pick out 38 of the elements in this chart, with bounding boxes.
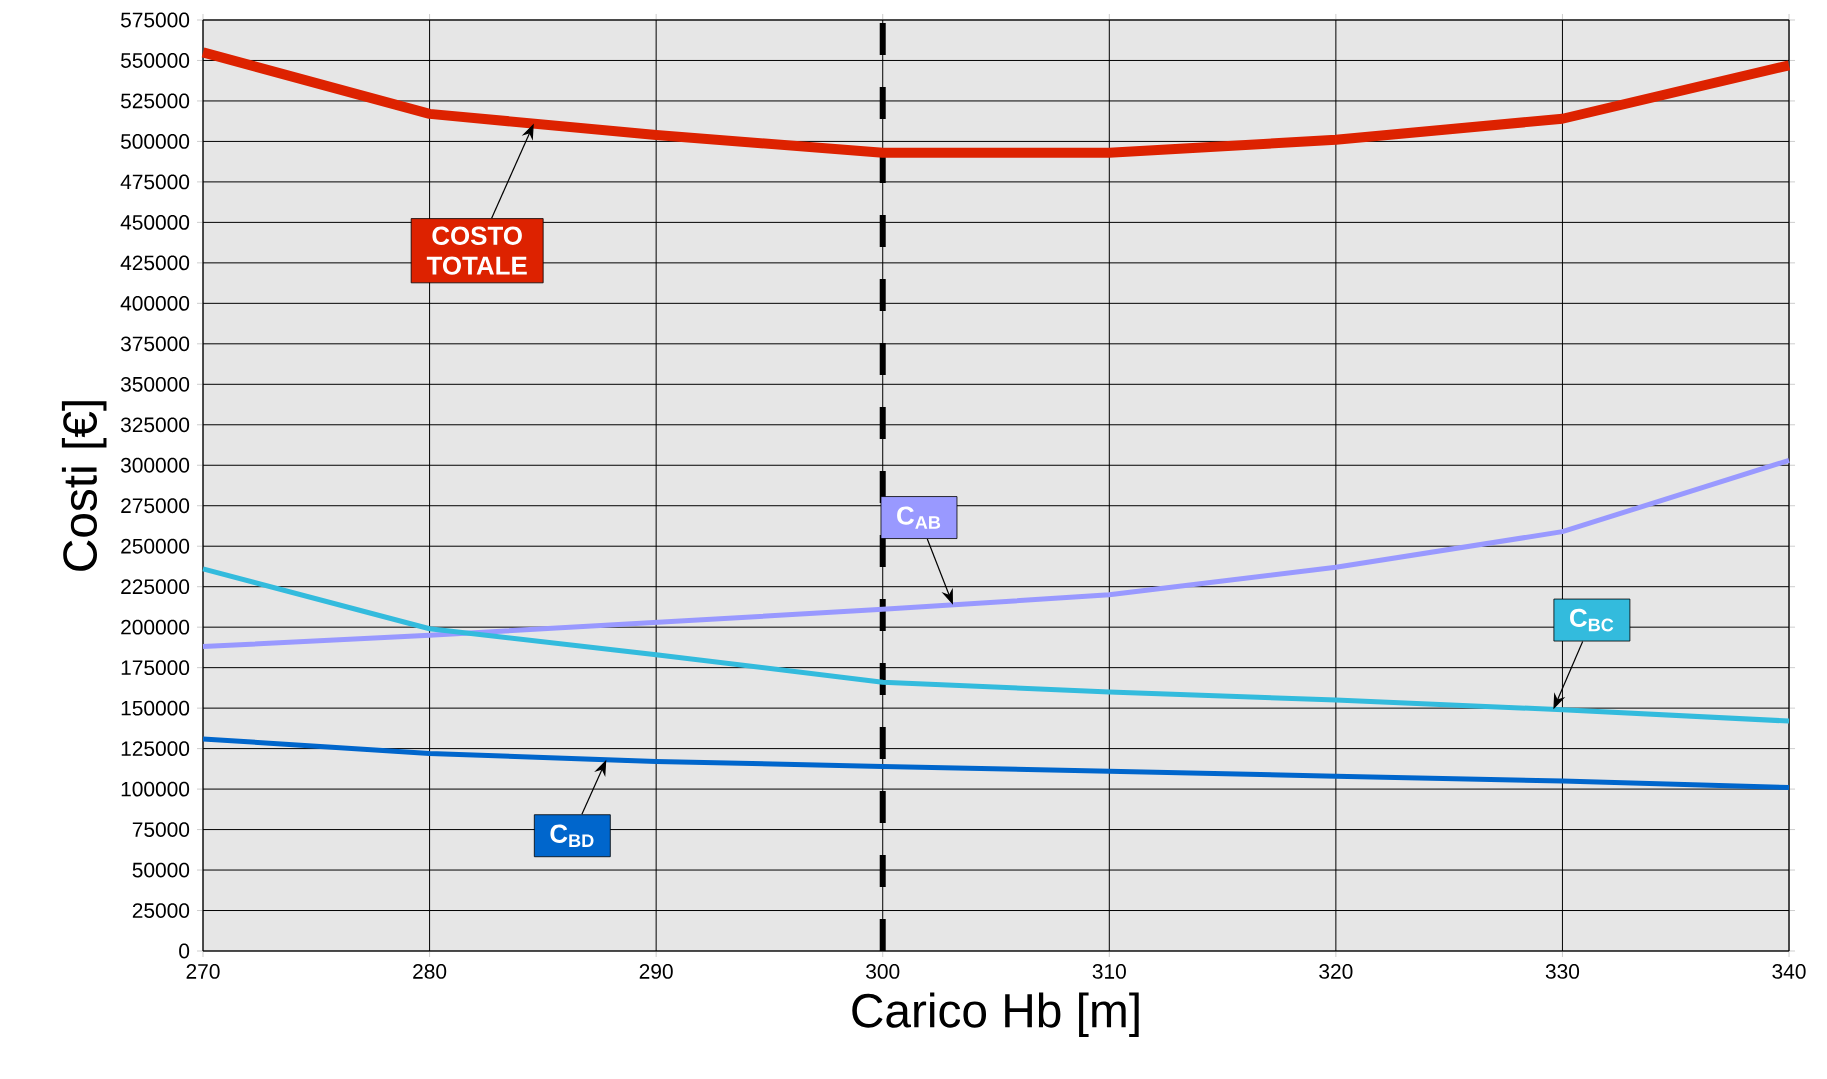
x-tick-label: 310 xyxy=(1092,964,1126,979)
x-axis-title: Carico Hb [m] xyxy=(852,992,1139,1038)
y-tick-label: 575000 xyxy=(120,12,190,28)
y-axis-title: Costi [€] xyxy=(61,401,107,571)
y-tick-label: 300000 xyxy=(120,457,190,473)
y-tick-label: 0 xyxy=(179,943,190,959)
y-tick-label: 350000 xyxy=(120,376,190,392)
y-tick-label: 125000 xyxy=(121,741,190,757)
y-tick-label: 25000 xyxy=(132,903,190,918)
y-tick-label: 275000 xyxy=(121,498,190,514)
x-tick-label: 330 xyxy=(1545,964,1580,979)
y-tick-label: 450000 xyxy=(120,214,190,230)
text: COSTO TOTALE xyxy=(426,226,527,275)
y-tick-label: 250000 xyxy=(121,538,190,554)
y-tick-label: 200000 xyxy=(121,619,190,635)
y-tick-label: 100000 xyxy=(121,781,190,797)
y-tick-label: 375000 xyxy=(120,336,190,352)
x-tick-label: 290 xyxy=(639,964,673,979)
y-tick-label: 400000 xyxy=(120,295,190,311)
x-tick-label: 270 xyxy=(186,964,220,979)
y-tick-label: 425000 xyxy=(120,255,190,271)
y-tick-label: 75000 xyxy=(132,822,190,837)
y-tick-label: 550000 xyxy=(120,53,190,68)
text: C$_{BC}$ xyxy=(1570,608,1614,632)
y-tick-label: 525000 xyxy=(120,93,190,109)
x-tick-label: 300 xyxy=(866,964,900,979)
y-tick-label: 50000 xyxy=(132,862,190,878)
x-tick-label: 320 xyxy=(1319,964,1353,979)
text: C$_{AB}$ xyxy=(897,506,941,529)
y-tick-label: 175000 xyxy=(121,660,190,676)
x-tick-label: 340 xyxy=(1772,964,1806,979)
text: C$_{BD}$ xyxy=(550,824,594,847)
x-tick-label: 280 xyxy=(413,964,447,979)
y-tick-label: 500000 xyxy=(120,134,190,149)
y-tick-label: 150000 xyxy=(121,700,190,716)
y-tick-label: 475000 xyxy=(120,174,190,190)
y-tick-label: 225000 xyxy=(121,579,190,595)
y-tick-label: 325000 xyxy=(120,417,190,433)
